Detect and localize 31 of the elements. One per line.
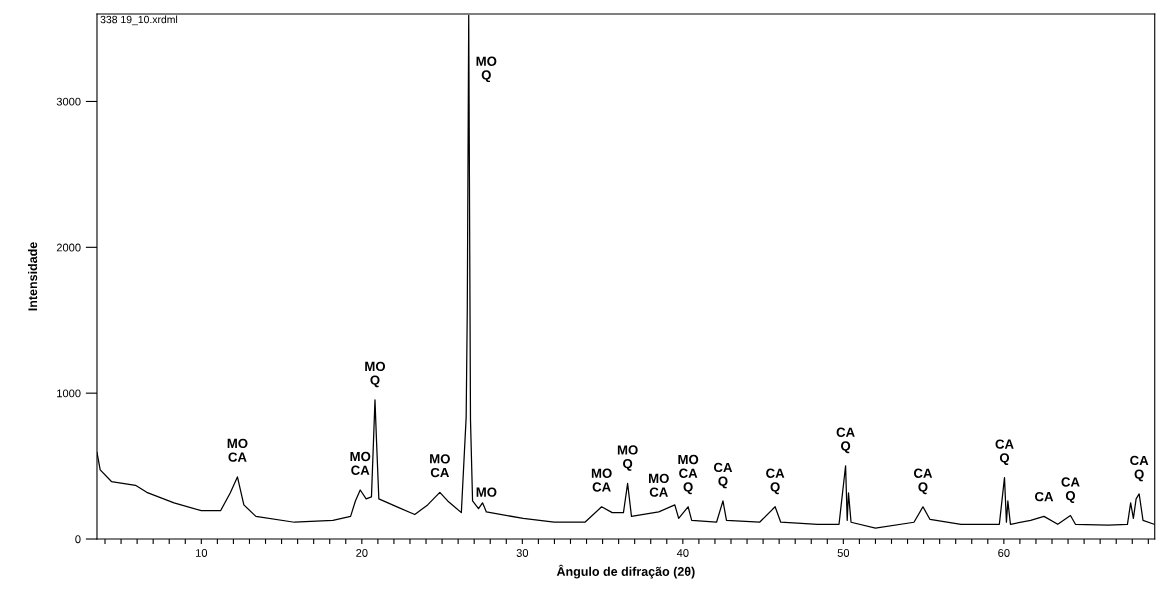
annotation: 338 19_10.xrdml [100, 15, 178, 26]
annotation: MO CA [649, 473, 669, 497]
y-tick-label: 0 [75, 535, 81, 544]
annotation: MO Q [617, 445, 638, 471]
x-tick-label: 30 [516, 549, 529, 557]
annotation: MO CA [350, 451, 371, 475]
annotation: MO CA Q [678, 454, 699, 495]
y-tick-label: 3000 [56, 97, 81, 106]
x-tick-label: 60 [998, 549, 1010, 557]
annotation: MO CA [227, 438, 248, 462]
annotation: CA Q [995, 439, 1014, 465]
annotation: MO CA [430, 454, 450, 478]
annotation: CA Q [713, 462, 733, 489]
y-tick-label: 1000 [57, 389, 81, 398]
y-tick-label: 2000 [56, 243, 81, 252]
x-tick-label: 10 [195, 549, 208, 557]
x-tick-label: 50 [837, 549, 850, 557]
y-axis-title: Intensidade [27, 242, 38, 311]
annotation: CA Q [1061, 477, 1080, 503]
x-axis-title: Ângulo de difração (2θ) [556, 564, 695, 579]
annotation: MO [476, 487, 497, 497]
annotation: CA Q [766, 468, 785, 495]
annotation: MO Q [365, 361, 386, 388]
annotation: CA Q [836, 427, 855, 454]
x-tick-label: 20 [356, 549, 368, 557]
annotation: MO CA [591, 468, 612, 492]
x-tick-label: 40 [676, 549, 689, 557]
annotation: CA Q [1130, 455, 1149, 482]
annotation: CA Q [913, 468, 933, 495]
annotation: MO Q [476, 56, 497, 83]
annotation: CA [1034, 491, 1054, 502]
